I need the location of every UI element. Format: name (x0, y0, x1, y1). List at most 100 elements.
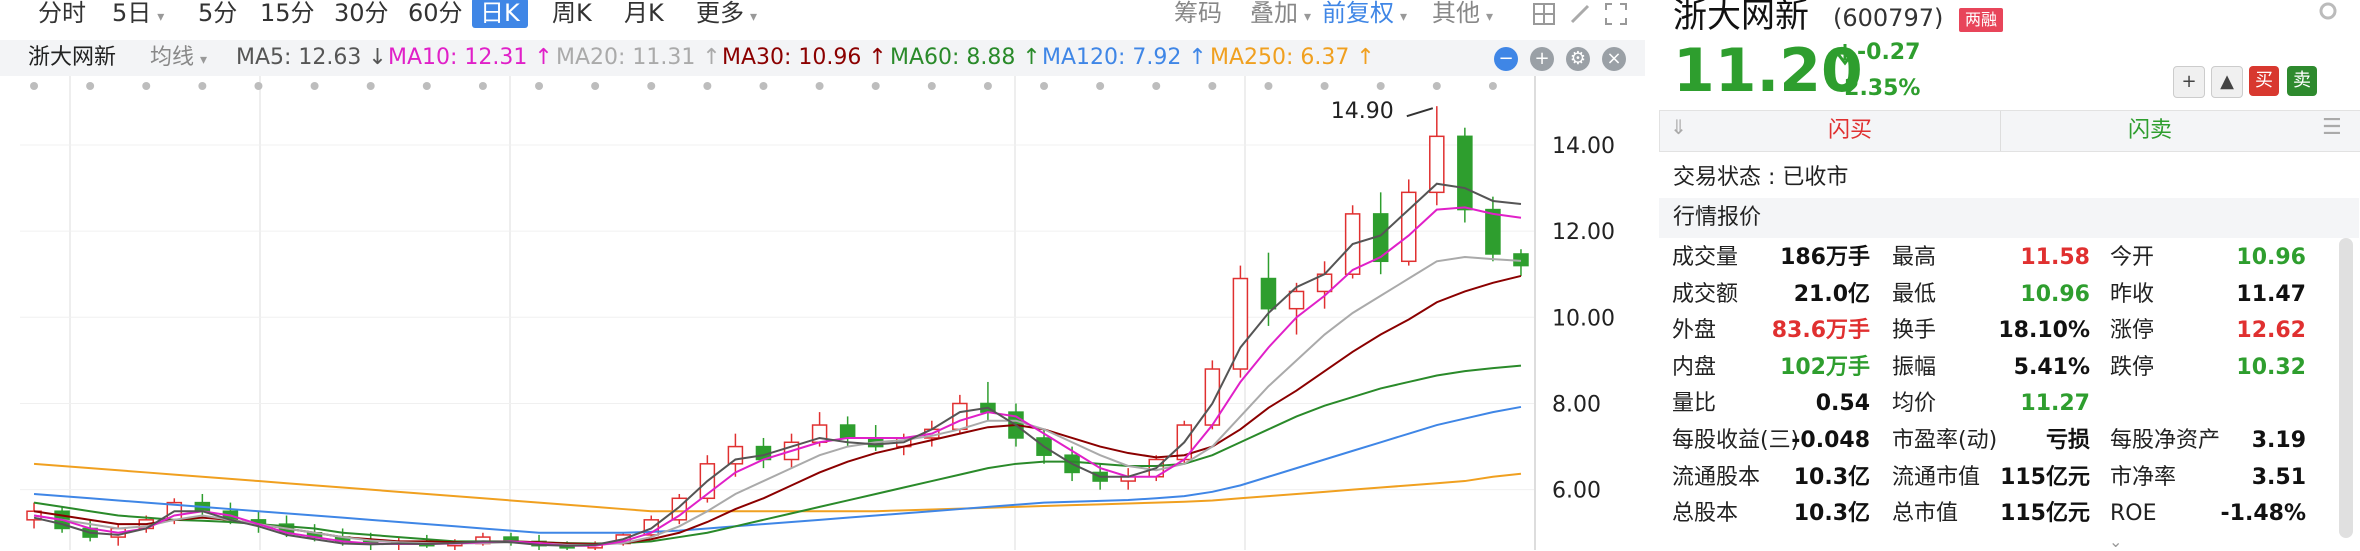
menu-icon[interactable]: ☰ (2322, 115, 2342, 140)
event-marker (198, 82, 207, 90)
gear-icon[interactable]: ⚙ (1566, 47, 1590, 71)
quote-label: 流通市值 (1892, 464, 1981, 490)
quote-value: 102万手 (1780, 354, 1870, 380)
bell-icon[interactable]: ▲ (2211, 66, 2243, 98)
ma120-label: MA120: 7.92 ↑ (1042, 40, 1207, 76)
quote-value: 18.10% (1998, 318, 2090, 344)
chevron-down-icon[interactable]: ⌄ (2109, 532, 2123, 551)
arrow-up-icon: ↑ (1022, 45, 1041, 70)
flash-buy-button[interactable]: 闪买 (1827, 118, 1872, 143)
y-tick-label: 12.00 (1552, 220, 1615, 245)
quote-row: 内盘 102万手 振幅 5.41% 跌停 10.32 (1672, 350, 2332, 386)
quote-value: 3.19 (2251, 428, 2306, 453)
flash-sell-button[interactable]: 闪卖 (2127, 118, 2172, 143)
layout-grid-icon[interactable] (1532, 2, 1556, 26)
quote-value: 10.32 (2236, 354, 2306, 380)
quote-value: 186万手 (1780, 245, 1870, 270)
ma60-value: MA60: 8.88 (890, 45, 1016, 70)
price-change: -0.27 (1857, 40, 1921, 65)
quote-value: 0.54 (1815, 391, 1870, 417)
kline-chart[interactable]: 14.00 12.00 10.00 8.00 6.00 14.90 (0, 76, 1645, 550)
quote-row: 成交额 21.0亿 最低 10.96 昨收 11.47 (1672, 277, 2332, 313)
quote-label: 涨停 (2110, 318, 2155, 344)
quote-value: 10.3亿 (1793, 464, 1870, 490)
quote-value: 11.58 (2020, 245, 2090, 270)
event-marker (1432, 82, 1441, 90)
tab-intraday[interactable]: 分时 (38, 0, 86, 27)
candle-body (1457, 135, 1473, 211)
quote-label: 流通股本 (1672, 464, 1761, 490)
event-marker (86, 82, 95, 90)
event-marker (1320, 82, 1329, 90)
scrollbar[interactable] (2339, 238, 2353, 538)
other-label: 其他 (1432, 0, 1480, 27)
tab-60min[interactable]: 60分 (408, 0, 463, 27)
overlay-button[interactable]: 叠加 ▾ (1250, 0, 1311, 32)
ma-type-select[interactable]: 均线 ▾ (150, 40, 207, 78)
candle-body (839, 424, 856, 439)
tab-more-label: 更多 (696, 0, 744, 27)
quote-value: 11.27 (2020, 391, 2090, 417)
tab-5day[interactable]: 5日 ▾ (112, 0, 164, 28)
event-marker (759, 82, 768, 90)
sell-button[interactable]: 卖 (2287, 66, 2317, 96)
quote-value: 21.0亿 (1793, 281, 1870, 307)
quote-value: 83.6万手 (1771, 318, 1870, 344)
adjust-label: 前复权 (1322, 0, 1394, 27)
quote-value: 10.3亿 (1793, 501, 1870, 527)
quote-row: 每股收益(三) -0.048 市盈率(动) 亏损 每股净资产 3.19 (1672, 423, 2332, 459)
event-marker (983, 82, 992, 90)
flash-trade-bar: ⇓ 闪买 闪卖 ☰ (1659, 110, 2360, 152)
collapse-icon[interactable]: ⇓ (1670, 115, 1687, 139)
y-axis: 14.00 12.00 10.00 8.00 6.00 (1552, 134, 1615, 504)
chip-button[interactable]: 筹码 (1174, 0, 1222, 27)
quote-value: -1.48% (2220, 501, 2306, 527)
zoom-in-icon[interactable]: + (1530, 47, 1554, 71)
ma30-label: MA30: 10.96 ↑ (722, 40, 887, 76)
other-button[interactable]: 其他 ▾ (1432, 0, 1493, 32)
tab-5min[interactable]: 5分 (198, 0, 238, 27)
quote-label: 最高 (1892, 245, 1937, 270)
event-marker (366, 82, 375, 90)
chevron-down-icon: ▾ (1400, 9, 1408, 25)
fullscreen-icon[interactable] (1604, 2, 1628, 26)
add-watchlist-button[interactable]: + (2173, 66, 2205, 98)
gear-icon[interactable] (2315, 0, 2341, 22)
close-icon[interactable]: × (1602, 47, 1626, 71)
zoom-out-icon[interactable]: − (1494, 47, 1518, 71)
overlay-label: 叠加 (1250, 0, 1298, 27)
quote-value: 10.96 (2236, 245, 2306, 270)
ma120-value: MA120: 7.92 (1042, 45, 1182, 70)
quote-label: 量比 (1672, 391, 1717, 417)
chevron-down-icon: ▾ (157, 9, 165, 25)
quote-value: 11.47 (2236, 281, 2306, 307)
event-marker (254, 82, 263, 90)
tab-30min[interactable]: 30分 (334, 0, 389, 27)
tab-daily-k[interactable]: 日K (472, 0, 528, 28)
tab-monthly-k[interactable]: 月K (624, 0, 664, 27)
quote-label: 今开 (2110, 245, 2155, 270)
adjust-button[interactable]: 前复权 ▾ (1322, 0, 1407, 32)
quote-row: 总股本 10.3亿 总市值 115亿元 ROE -1.48% (1672, 496, 2332, 532)
buy-button[interactable]: 买 (2249, 66, 2279, 96)
arrow-down-icon: ↓ (368, 45, 387, 70)
quote-label: 市盈率(动) (1892, 428, 1998, 453)
chevron-down-icon: ▾ (750, 9, 758, 25)
event-marker (30, 82, 39, 90)
tab-15min[interactable]: 15分 (260, 0, 315, 27)
candles (26, 106, 1529, 550)
candle-body (952, 402, 968, 431)
pen-icon[interactable] (1568, 2, 1592, 26)
ma20-value: MA20: 11.31 (556, 45, 696, 70)
ma120-line (33, 405, 1522, 534)
quote-row: 外盘 83.6万手 换手 18.10% 涨停 12.62 (1672, 313, 2332, 349)
tab-more[interactable]: 更多 ▾ (696, 0, 757, 28)
ma250-line (33, 462, 1522, 513)
arrow-up-icon: ↑ (868, 45, 887, 70)
tab-5day-label: 5日 (112, 0, 152, 27)
quote-row: 量比 0.54 均价 11.27 (1672, 386, 2332, 422)
tab-weekly-k[interactable]: 周K (552, 0, 592, 27)
timeframe-toolbar: 分时 5日 ▾ 5分 15分 30分 60分 日K 周K 月K 更多 ▾ 筹码 叠加… (0, 0, 1650, 30)
event-marker (422, 82, 431, 90)
quote-label: 总股本 (1672, 501, 1739, 527)
